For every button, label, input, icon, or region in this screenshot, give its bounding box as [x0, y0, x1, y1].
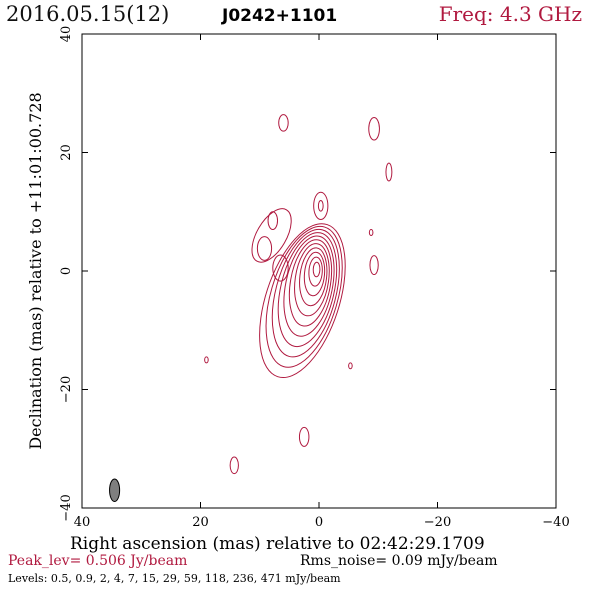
contour-core-1 [265, 225, 343, 368]
contour-core-8 [303, 251, 326, 297]
observation-date: 2016.05.15(12) [6, 2, 170, 26]
y-tick-label: −40 [59, 494, 74, 521]
x-tick-label: −20 [424, 515, 451, 530]
axis-ticks [81, 33, 557, 509]
contour-component-1 [256, 236, 273, 261]
contour-core-7 [299, 247, 328, 307]
contour-core-4 [283, 235, 335, 337]
source-name: J0242+1101 [222, 6, 338, 26]
contour-core-10 [312, 261, 321, 278]
contour-levels: Levels: 0.5, 0.9, 2, 4, 7, 15, 29, 59, 1… [8, 572, 341, 585]
axis-tick-labels: 40 20 0 −20 −40 −40 −20 0 20 40 [59, 26, 570, 530]
x-tick-label: 0 [315, 515, 323, 530]
contour-component-10 [369, 255, 379, 276]
x-axis-label: Right ascension (mas) relative to 02:42:… [70, 534, 485, 554]
frequency-label: Freq: 4.3 GHz [438, 2, 582, 26]
contour-component-12 [348, 362, 353, 370]
contour-component-7 [368, 117, 380, 141]
contour-component-5 [317, 199, 324, 212]
contour-component-2 [267, 211, 279, 231]
contour-component-9 [368, 229, 374, 236]
y-tick-label: 0 [59, 267, 74, 275]
y-tick-label: −20 [59, 376, 74, 403]
contour-component-8 [385, 162, 393, 182]
contour-component-6 [278, 114, 289, 132]
contour-component-0 [251, 208, 292, 263]
x-tick-label: −40 [542, 515, 569, 530]
contour-component-4 [313, 191, 329, 220]
contour-component-14 [229, 456, 239, 475]
contour-core-0 [259, 223, 346, 379]
contour-core-2 [271, 228, 340, 358]
beam-ellipse [109, 478, 121, 502]
contour-core-3 [277, 232, 338, 348]
y-axis-label: Declination (mas) relative to +11:01:00.… [26, 92, 45, 449]
contour-component-3 [272, 254, 289, 282]
y-tick-label: 40 [59, 26, 74, 43]
rms-noise: Rms_noise= 0.09 mJy/beam [300, 553, 498, 569]
x-tick-label: 40 [74, 515, 91, 530]
beam-ellipse-group [109, 478, 121, 502]
contour-component-11 [204, 356, 209, 364]
contour-component-13 [298, 426, 310, 447]
x-tick-label: 20 [192, 515, 209, 530]
contour-core-6 [294, 243, 330, 317]
contour-set [204, 114, 393, 475]
plot-frame [81, 33, 557, 509]
contour-core-9 [308, 256, 323, 287]
peak-level: Peak_lev= 0.506 Jy/beam [8, 553, 188, 569]
contour-core-5 [288, 239, 333, 327]
y-tick-label: 20 [59, 144, 74, 161]
